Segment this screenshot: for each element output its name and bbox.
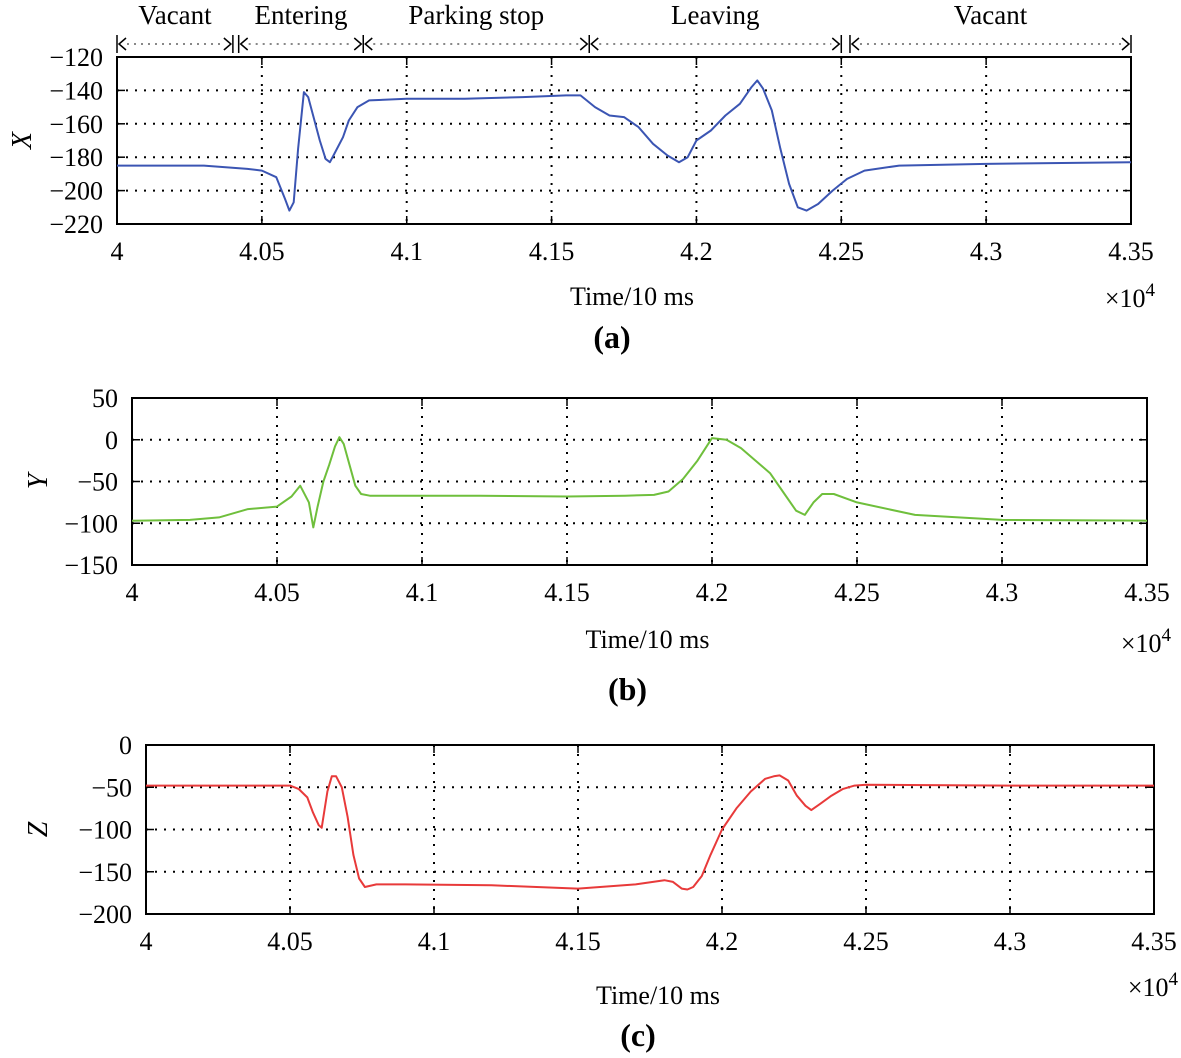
y-axis-label: X (7, 131, 38, 150)
series-line-x (117, 79, 1132, 212)
y-tick-label: −160 (49, 110, 103, 139)
y-tick-label: −120 (49, 43, 103, 72)
x-axis-label: Time/10 ms (596, 981, 720, 1010)
phase-label: Entering (254, 0, 347, 30)
phase-label: Vacant (138, 0, 212, 30)
phase-annotation: Parking stop (362, 0, 590, 53)
x-tick-label: 4.2 (680, 237, 713, 266)
x-tick-label: 4.35 (1124, 578, 1170, 607)
y-tick-label: −50 (91, 773, 132, 802)
x-tick-label: 4 (111, 237, 124, 266)
chart-y-panel: 4 4.05 4.1 4.15 4.2 4.25 4.3 4.35 50 0 −50 −100 −150… (23, 384, 1172, 707)
y-tick-label: −50 (77, 468, 118, 497)
y-tick-label: 50 (92, 384, 118, 413)
x-tick-label: 4.1 (418, 927, 451, 956)
y-axis-label: Z (23, 821, 54, 837)
phase-arrow-right (831, 37, 841, 51)
x-tick-label: 4.3 (970, 237, 1003, 266)
phase-arrow-right (223, 37, 233, 51)
x-tick-label: 4.1 (390, 237, 423, 266)
y-tick-label: −100 (64, 509, 118, 538)
phase-arrow-right (579, 37, 589, 51)
x-tick-label: 4.3 (986, 578, 1019, 607)
phase-arrow-left (117, 37, 127, 51)
y-tick-label: −150 (78, 858, 132, 887)
y-tick-label: −200 (78, 900, 132, 929)
x-tick-label: 4.2 (696, 578, 729, 607)
y-tick-label: −150 (64, 551, 118, 580)
x-tick-label: 4.15 (529, 237, 575, 266)
plot-frame (116, 56, 1132, 225)
y-tick-label: 0 (105, 426, 118, 455)
plot-frame (145, 744, 1155, 915)
phase-annotation: Vacant (116, 0, 234, 53)
x-tick-label: 4.25 (834, 578, 880, 607)
x-tick-label: 4.3 (994, 927, 1027, 956)
phase-arrow-left (850, 37, 860, 51)
phase-label: Parking stop (408, 0, 544, 30)
phase-arrow-left (364, 37, 373, 51)
phase-arrow-left (239, 37, 249, 51)
x-tick-label: 4.15 (555, 927, 601, 956)
x-tick-label: 4.25 (819, 237, 865, 266)
phase-label: Leaving (671, 0, 759, 30)
x-tick-label: 4 (126, 578, 139, 607)
x-axis-label: Time/10 ms (570, 282, 694, 311)
series-line-z (146, 774, 1154, 891)
y-tick-label: −140 (49, 76, 103, 105)
x-axis-multiplier: ×104 (1105, 280, 1156, 313)
panel-label: (a) (593, 319, 630, 355)
phase-arrow-right (1121, 37, 1131, 51)
x-tick-label: 4.05 (239, 237, 285, 266)
x-tick-label: 4.05 (254, 578, 300, 607)
y-tick-label: −220 (49, 210, 103, 239)
y-tick-label: −200 (49, 177, 103, 206)
x-tick-label: 4.2 (706, 927, 739, 956)
y-tick-label: −180 (49, 143, 103, 172)
x-axis-multiplier: ×104 (1121, 625, 1172, 658)
x-tick-label: 4.05 (267, 927, 313, 956)
plot-frame (131, 397, 1148, 566)
x-tick-label: 4.15 (544, 578, 590, 607)
y-tick-label: 0 (119, 731, 132, 760)
y-tick-label: −100 (78, 816, 132, 845)
panel-label: (b) (608, 671, 647, 707)
phase-label: Vacant (954, 0, 1028, 30)
phase-annotation: Vacant (849, 0, 1132, 53)
phase-annotation: Entering (237, 0, 365, 53)
panel-label: (c) (620, 1017, 656, 1053)
x-tick-label: 4.35 (1108, 237, 1154, 266)
chart-x-panel: 4 4.05 4.1 4.15 4.2 4.25 4.3 4.35 −120 −140 −160 −1… (7, 0, 1156, 355)
x-tick-label: 4.25 (843, 927, 889, 956)
phase-arrow-right (353, 37, 363, 51)
phase-arrow-left (590, 37, 599, 51)
x-axis-label: Time/10 ms (585, 625, 709, 654)
phase-annotation: Leaving (588, 0, 843, 53)
x-tick-label: 4 (140, 927, 153, 956)
chart-z-panel: 4 4.05 4.1 4.15 4.2 4.25 4.3 4.35 0 −50 −100 −150 −2… (23, 731, 1179, 1053)
x-tick-label: 4.1 (406, 578, 439, 607)
x-axis-multiplier: ×104 (1128, 969, 1179, 1002)
series-line-y (131, 436, 1148, 529)
x-tick-label: 4.35 (1131, 927, 1177, 956)
y-axis-label: Y (23, 470, 54, 489)
